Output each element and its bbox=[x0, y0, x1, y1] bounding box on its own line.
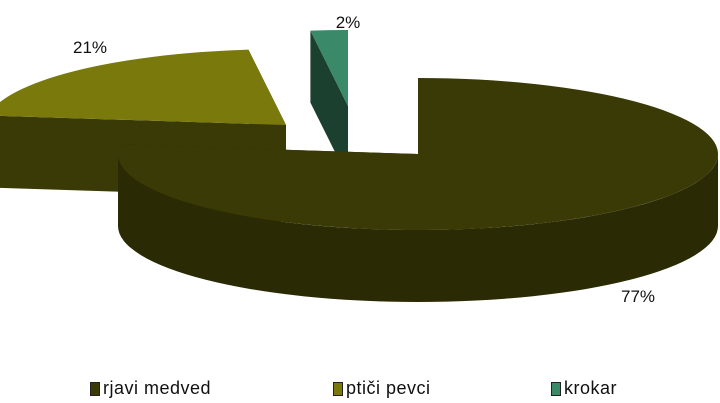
data-label-ptici-pevci: 21% bbox=[73, 38, 107, 57]
legend-label-ptici-pevci: ptiči pevci bbox=[346, 378, 431, 398]
legend-swatch-ptici-pevci bbox=[333, 381, 343, 396]
pie-slice-ptici-pevci bbox=[0, 49, 286, 125]
legend-item-rjavi-medved: rjavi medved bbox=[90, 378, 211, 399]
legend-item-krokar: krokar bbox=[551, 378, 617, 399]
pie-wall-krokar-0 bbox=[310, 30, 348, 178]
pie-side-rjavi-medved-0 bbox=[118, 154, 718, 302]
legend-label-rjavi-medved: rjavi medved bbox=[103, 378, 212, 398]
data-label-rjavi-medved: 77% bbox=[621, 287, 655, 306]
pie-slice-krokar bbox=[310, 30, 348, 106]
legend-item-ptici-pevci: ptiči pevci bbox=[333, 378, 431, 399]
legend-swatch-rjavi-medved bbox=[90, 381, 100, 396]
legend-swatch-krokar bbox=[551, 381, 561, 396]
legend: rjavi medved ptiči pevci krokar bbox=[0, 378, 720, 402]
pie-slice-rjavi-medved bbox=[117, 78, 718, 230]
data-label-krokar: 2% bbox=[336, 13, 361, 32]
legend-label-krokar: krokar bbox=[564, 378, 618, 398]
